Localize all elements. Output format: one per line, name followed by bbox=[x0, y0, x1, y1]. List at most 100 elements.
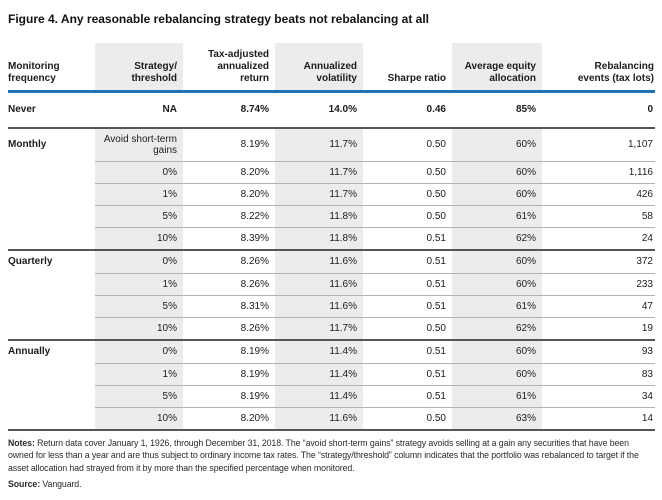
table-row: 1% 8.26% 11.6% 0.51 60% 233 bbox=[8, 273, 655, 295]
cell-tax-adjusted-annualized-return: 8.31% bbox=[183, 295, 275, 317]
cell-annualized-volatility: 11.4% bbox=[275, 341, 363, 363]
cell-strategy-threshold: 10% bbox=[95, 407, 183, 429]
cell-annualized-volatility: 11.7% bbox=[275, 129, 363, 161]
cell-sharpe-ratio: 0.51 bbox=[363, 385, 452, 407]
figure-title: Figure 4. Any reasonable rebalancing str… bbox=[8, 12, 430, 26]
frequency-group-quarterly: Quarterly 0% 8.26% 11.6% 0.51 60% 372 1% 8.26% 11… bbox=[8, 249, 655, 339]
column-header-average-equity-allocation: Average equity allocation bbox=[452, 43, 542, 90]
table-row: 1% 8.20% 11.7% 0.50 60% 426 bbox=[8, 183, 655, 205]
cell-rebalancing-events: 426 bbox=[542, 183, 655, 205]
cell-rebalancing-events: 24 bbox=[542, 227, 655, 249]
cell-sharpe-ratio: 0.51 bbox=[363, 363, 452, 385]
cell-average-equity-allocation: 60% bbox=[452, 129, 542, 161]
frequency-cell bbox=[8, 273, 95, 295]
cell-sharpe-ratio: 0.50 bbox=[426, 139, 446, 151]
cell-sharpe-ratio: 0.51 bbox=[363, 227, 452, 249]
cell-tax-adjusted-annualized-return: 8.20% bbox=[183, 183, 275, 205]
cell-tax-adjusted-annualized-return: 8.26% bbox=[183, 317, 275, 339]
cell-strategy-threshold: Avoid short-term gains bbox=[95, 129, 183, 161]
table-row: 10% 8.39% 11.8% 0.51 62% 24 bbox=[8, 227, 655, 249]
frequency-cell bbox=[8, 227, 95, 249]
cell-average-equity-allocation: 60% bbox=[452, 341, 542, 363]
source-line: Source: Vanguard. bbox=[8, 478, 655, 490]
cell-average-equity-allocation: 60% bbox=[452, 363, 542, 385]
frequency-group-annually: Annually 0% 8.19% 11.4% 0.51 60% 93 1% 8.19% 11.4… bbox=[8, 339, 655, 429]
table-row: 5% 8.22% 11.8% 0.50 61% 58 bbox=[8, 205, 655, 227]
cell-sharpe-ratio: 0.51 bbox=[426, 346, 446, 358]
cell-strategy-threshold: 1% bbox=[95, 273, 183, 295]
cell-average-equity-allocation: 85% bbox=[515, 104, 536, 116]
cell-sharpe-ratio: 0.50 bbox=[363, 161, 452, 183]
column-header-annualized-volatility: Annualized volatility bbox=[275, 43, 363, 90]
cell-rebalancing-events: 1,107 bbox=[627, 139, 653, 151]
cell-tax-adjusted-annualized-return: 8.19% bbox=[183, 363, 275, 385]
cell-average-equity-allocation: 61% bbox=[452, 295, 542, 317]
cell-sharpe-ratio: 0.50 bbox=[363, 183, 452, 205]
cell-rebalancing-events: 233 bbox=[542, 273, 655, 295]
cell-annualized-volatility: 11.6% bbox=[275, 295, 363, 317]
cell-tax-adjusted-annualized-return: 8.39% bbox=[183, 227, 275, 249]
table-row: 10% 8.20% 11.6% 0.50 63% 14 bbox=[8, 407, 655, 429]
frequency-group-monthly: Monthly Avoid short-term gains 8.19% 11.7% 0… bbox=[8, 127, 655, 249]
cell-sharpe-ratio: 0.50 bbox=[363, 317, 452, 339]
cell-annualized-volatility: 11.6% bbox=[275, 407, 363, 429]
cell-average-equity-allocation: 61% bbox=[452, 385, 542, 407]
cell-sharpe-ratio: 0.50 bbox=[363, 205, 452, 227]
cell-sharpe-ratio: 0.51 bbox=[363, 295, 452, 317]
cell-strategy-threshold: 0% bbox=[95, 341, 183, 363]
cell-rebalancing-events: 372 bbox=[636, 256, 653, 268]
table-row: 5% 8.19% 11.4% 0.51 61% 34 bbox=[8, 385, 655, 407]
cell-rebalancing-events: 19 bbox=[542, 317, 655, 339]
notes-text: Return data cover January 1, 1926, throu… bbox=[8, 438, 639, 473]
cell-tax-adjusted-annualized-return: 8.19% bbox=[240, 346, 269, 358]
cell-strategy-threshold: 5% bbox=[95, 295, 183, 317]
cell-rebalancing-events: 83 bbox=[542, 363, 655, 385]
column-header-monitoring-frequency: Monitoring frequency bbox=[8, 61, 60, 84]
frequency-cell bbox=[8, 161, 95, 183]
table-row: Quarterly 0% 8.26% 11.6% 0.51 60% 372 bbox=[8, 251, 655, 273]
cell-strategy-threshold: 10% bbox=[95, 227, 183, 249]
cell-sharpe-ratio: 0.51 bbox=[426, 256, 446, 268]
cell-rebalancing-events: 58 bbox=[542, 205, 655, 227]
cell-average-equity-allocation: 60% bbox=[452, 251, 542, 273]
table-body: Never NA 8.74% 14.0% 0.46 85% 0 Monthly Avoid sh… bbox=[8, 93, 655, 431]
table-header-row: Monitoring frequency Strategy/threshold Tax… bbox=[8, 43, 655, 93]
cell-tax-adjusted-annualized-return: 8.74% bbox=[240, 104, 269, 116]
cell-annualized-volatility: 11.7% bbox=[275, 317, 363, 339]
cell-annualized-volatility: 11.8% bbox=[275, 227, 363, 249]
cell-average-equity-allocation: 61% bbox=[452, 205, 542, 227]
cell-rebalancing-events: 93 bbox=[641, 346, 653, 358]
table-row: Monthly Avoid short-term gains 8.19% 11.7% 0… bbox=[8, 129, 655, 161]
frequency-cell: Never bbox=[8, 104, 36, 116]
frequency-cell bbox=[8, 205, 95, 227]
column-header-sharpe-ratio: Sharpe ratio bbox=[387, 73, 446, 84]
cell-annualized-volatility: 11.7% bbox=[275, 161, 363, 183]
cell-strategy-threshold: 0% bbox=[95, 161, 183, 183]
cell-average-equity-allocation: 60% bbox=[452, 161, 542, 183]
column-header-tax-adjusted-annualized-return: Tax-adjusted annualized return bbox=[208, 49, 269, 84]
cell-sharpe-ratio: 0.50 bbox=[363, 407, 452, 429]
cell-strategy-threshold: 1% bbox=[95, 183, 183, 205]
cell-strategy-threshold: 5% bbox=[95, 385, 183, 407]
cell-tax-adjusted-annualized-return: 8.22% bbox=[183, 205, 275, 227]
column-header-rebalancing-events: Rebalancing events (tax lots) bbox=[577, 61, 654, 84]
table-row: 5% 8.31% 11.6% 0.51 61% 47 bbox=[8, 295, 655, 317]
cell-tax-adjusted-annualized-return: 8.26% bbox=[183, 273, 275, 295]
cell-sharpe-ratio: 0.46 bbox=[426, 104, 446, 116]
cell-average-equity-allocation: 62% bbox=[452, 227, 542, 249]
source-text: Vanguard. bbox=[42, 479, 82, 490]
frequency-cell bbox=[8, 385, 95, 407]
cell-sharpe-ratio: 0.51 bbox=[363, 273, 452, 295]
rebalancing-strategies-table: Monitoring frequency Strategy/threshold Tax… bbox=[8, 43, 655, 431]
table-row: 1% 8.19% 11.4% 0.51 60% 83 bbox=[8, 363, 655, 385]
notes-label: Notes: bbox=[8, 438, 38, 448]
frequency-cell: Annually bbox=[8, 346, 51, 358]
cell-strategy-threshold: 1% bbox=[95, 363, 183, 385]
cell-annualized-volatility: 11.4% bbox=[275, 363, 363, 385]
frequency-cell bbox=[8, 317, 95, 339]
cell-annualized-volatility: 11.7% bbox=[275, 183, 363, 205]
frequency-cell: Monthly bbox=[8, 139, 47, 151]
cell-annualized-volatility: 11.4% bbox=[275, 385, 363, 407]
cell-annualized-volatility: 11.8% bbox=[275, 205, 363, 227]
